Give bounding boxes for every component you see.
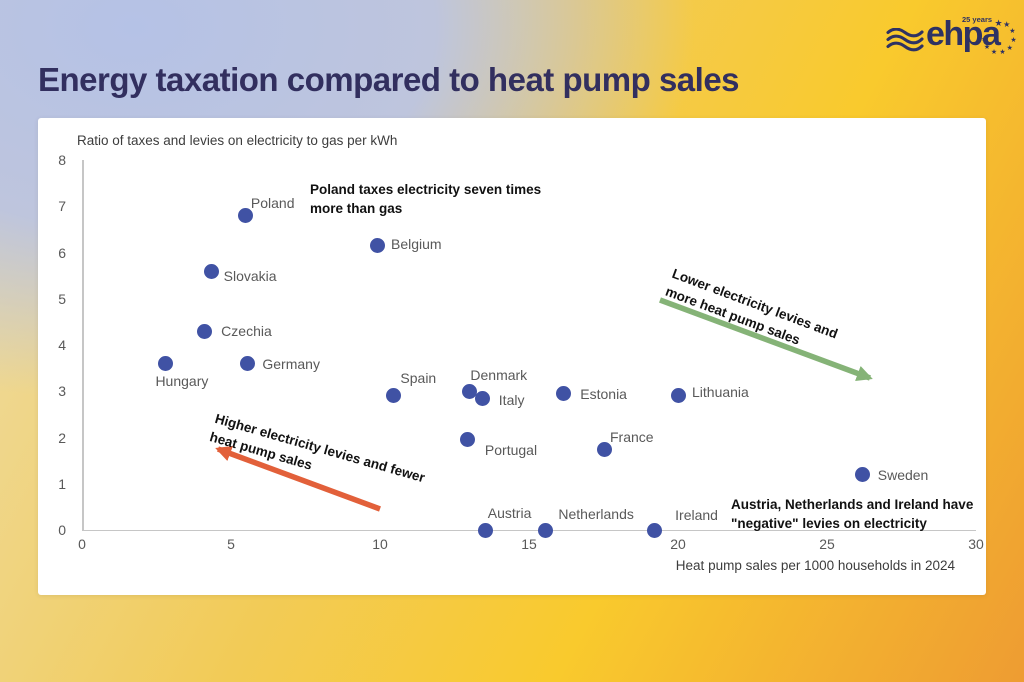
x-tick-label: 20 <box>670 536 686 552</box>
data-point-spain <box>385 388 401 404</box>
data-point-ireland <box>646 522 662 538</box>
y-axis-line <box>82 160 84 530</box>
data-point-portugal <box>460 432 476 448</box>
data-point-label-germany: Germany <box>262 355 320 372</box>
x-tick-label: 5 <box>227 536 235 552</box>
y-tick-label: 5 <box>58 290 66 307</box>
data-point-denmark <box>461 383 477 399</box>
data-point-italy <box>475 390 491 406</box>
data-point-label-austria: Austria <box>487 505 532 521</box>
annotation-negative-line2: "negative" levies on electricity <box>731 516 927 531</box>
data-point-label-portugal: Portugal <box>484 441 538 458</box>
lower-levies-arrow <box>659 297 873 381</box>
higher-levies-arrow <box>215 446 381 512</box>
data-point-label-sweden: Sweden <box>877 466 929 483</box>
waves-icon <box>886 28 924 52</box>
data-point-france <box>597 441 613 457</box>
trend-arrows <box>215 297 873 512</box>
data-point-austria <box>478 522 494 538</box>
x-tick-label: 0 <box>78 536 86 552</box>
data-point-label-estonia: Estonia <box>580 385 627 402</box>
y-tick-label: 1 <box>58 475 66 492</box>
data-point-label-italy: Italy <box>498 392 525 409</box>
page-title: Energy taxation compared to heat pump sa… <box>38 61 740 98</box>
data-point-sweden <box>855 467 871 482</box>
data-point-label-slovakia: Slovakia <box>223 268 277 284</box>
x-tick-label: 15 <box>521 536 537 552</box>
y-tick-label: 0 <box>58 522 66 538</box>
data-point-lithuania <box>670 388 686 404</box>
y-tick-label: 6 <box>58 244 66 261</box>
logo-brand: ehpa <box>926 15 1001 53</box>
data-point-label-netherlands: Netherlands <box>558 506 634 522</box>
data-point-label-poland: Poland <box>250 194 295 211</box>
data-point-label-belgium: Belgium <box>391 235 442 252</box>
annotation-negative-levies: Austria, Netherlands and Ireland have "n… <box>731 495 973 533</box>
annotation-poland-line2: more than gas <box>310 201 403 216</box>
data-point-label-ireland: Ireland <box>675 507 718 523</box>
data-point-czechia <box>196 323 212 339</box>
chart-panel: Ratio of taxes and levies on electricity… <box>38 118 986 595</box>
x-axis-title: Heat pump sales per 1000 households in 2… <box>675 558 955 573</box>
data-point-netherlands <box>537 522 553 538</box>
logo-badge: 25 years <box>962 15 993 24</box>
annotation-poland-line1: Poland taxes electricity seven times <box>310 182 542 197</box>
x-tick-label: 10 <box>372 536 388 552</box>
y-tick-label: 7 <box>58 198 66 215</box>
x-axis-line <box>82 529 976 531</box>
data-point-belgium <box>369 238 385 254</box>
x-tick-label: 25 <box>819 536 835 552</box>
y-axis-title: Ratio of taxes and levies on electricity… <box>77 133 398 148</box>
y-tick-label: 4 <box>58 337 66 353</box>
data-point-estonia <box>555 386 571 402</box>
x-tick-label: 30 <box>968 536 984 552</box>
y-tick-label: 2 <box>58 429 66 446</box>
data-point-label-denmark: Denmark <box>470 367 528 384</box>
eu-stars-icon: ★ ★ ★ ★ ★ ★ ★ ★ ★ <box>981 17 1017 56</box>
ehpa-logo: ehpa 25 years ★ ★ ★ ★ ★ ★ ★ ★ ★ <box>886 8 1018 66</box>
data-point-label-hungary: Hungary <box>155 372 209 389</box>
data-point-slovakia <box>204 263 220 279</box>
annotation-negative-line1: Austria, Netherlands and Ireland have <box>731 497 974 512</box>
data-point-label-lithuania: Lithuania <box>692 383 749 400</box>
scatter-plot: Poland taxes electricity seven times mor… <box>38 118 986 595</box>
data-point-label-france: France <box>609 429 654 446</box>
data-point-germany <box>239 356 255 371</box>
data-point-poland <box>238 208 254 223</box>
y-tick-label: 3 <box>58 383 66 400</box>
data-point-hungary <box>157 356 173 371</box>
data-point-label-czechia: Czechia <box>221 323 272 340</box>
data-point-label-spain: Spain <box>400 369 437 386</box>
annotation-poland: Poland taxes electricity seven times mor… <box>310 180 541 218</box>
y-tick-label: 8 <box>58 152 66 168</box>
